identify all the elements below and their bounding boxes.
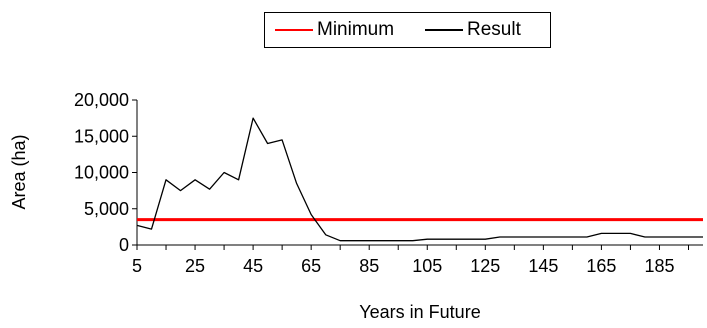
y-tick-label: 5,000 bbox=[84, 199, 129, 219]
legend-swatch-minimum bbox=[275, 29, 313, 31]
x-axis: 5 25 45 65 85 105 125 145 165 185 bbox=[132, 244, 703, 276]
y-tick-label: 20,000 bbox=[74, 90, 129, 110]
x-tick-label: 45 bbox=[243, 256, 263, 276]
y-axis: 0 5,000 10,000 15,000 20,000 bbox=[74, 90, 138, 255]
x-axis-label: Years in Future bbox=[359, 302, 480, 322]
legend-item-result: Result bbox=[425, 13, 521, 47]
x-tick-label: 65 bbox=[301, 256, 321, 276]
x-tick-label: 125 bbox=[470, 256, 500, 276]
chart-legend: Minimum Result bbox=[264, 12, 551, 48]
x-tick-label: 165 bbox=[586, 256, 616, 276]
y-tick-label: 15,000 bbox=[74, 126, 129, 146]
x-tick-label: 5 bbox=[132, 256, 142, 276]
y-tick-label: 10,000 bbox=[74, 163, 129, 183]
y-tick-label: 0 bbox=[119, 235, 129, 255]
x-tick-label: 105 bbox=[412, 256, 442, 276]
y-axis-label: Area (ha) bbox=[9, 134, 29, 209]
legend-label-minimum: Minimum bbox=[317, 19, 395, 40]
legend-label-result: Result bbox=[467, 19, 521, 40]
series-line-result bbox=[136, 117, 703, 242]
plot-series bbox=[136, 117, 703, 242]
x-tick-label: 185 bbox=[644, 256, 674, 276]
x-tick-label: 145 bbox=[528, 256, 558, 276]
legend-item-minimum: Minimum bbox=[275, 13, 394, 47]
x-tick-label: 25 bbox=[185, 256, 205, 276]
legend-swatch-result bbox=[425, 29, 463, 31]
x-tick-label: 85 bbox=[359, 256, 379, 276]
